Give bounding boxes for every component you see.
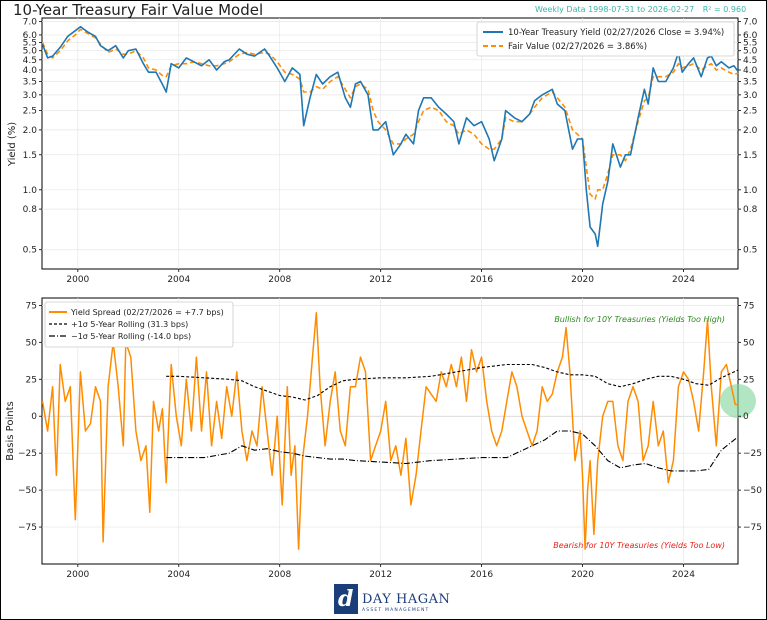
current-spread-highlight	[720, 384, 756, 418]
chart-canvas: 0.5 0.5 0.8 0.8 1.0 1.0 1.5 1.5 2.0 2.0 2.5 2.5 3.0 3…	[5, 17, 762, 580]
r-squared-label: R² = 0.960	[702, 5, 747, 14]
spread-right-tick-label: 50	[743, 338, 755, 348]
yield-panel: 0.5 0.5 0.8 0.8 1.0 1.0 1.5 1.5 2.0 2.0 2.5 2.5 3.0 3…	[7, 17, 758, 285]
spread-legend-label-upper: +1σ 5-Year Rolling (31.3 bps)	[71, 320, 188, 329]
spread-legend: Yield Spread (02/27/2026 = +7.7 bps) +1σ…	[44, 301, 234, 348]
yield-x-tick-label: 2008	[268, 275, 291, 285]
bearish-annotation: Bearish for 10Y Treasuries (Yields Too L…	[553, 541, 725, 550]
spread-left-tick-label: −50	[18, 486, 37, 496]
yield-right-tick-label: 4.5	[743, 56, 757, 66]
yield-left-tick-label: 2.0	[23, 126, 38, 136]
yield-legend-box	[476, 21, 735, 57]
yield-panel-y-ticks: 0.5 0.5 0.8 0.8 1.0 1.0 1.5 1.5 2.0 2.0 2.5 2.5 3.0 3…	[23, 18, 758, 256]
spread-legend-box	[44, 301, 234, 348]
logo-company-name: DAY HAGAN	[362, 592, 451, 607]
spread-left-tick-label: 50	[26, 338, 38, 348]
spread-right-tick-label: 75	[743, 301, 754, 311]
yield-left-tick-label: 4.5	[23, 56, 37, 66]
spread-right-tick-label: 25	[743, 375, 754, 385]
yield-left-tick-label: 2.5	[23, 107, 37, 117]
spread-axis-label: Basis Points	[5, 401, 16, 460]
spread-legend-label-lower: −1σ 5-Year Rolling (-14.0 bps)	[71, 332, 191, 341]
spread-panel-series	[41, 312, 739, 550]
spread-x-tick-label: 2004	[167, 570, 190, 580]
spread-x-tick-label: 2016	[470, 570, 493, 580]
yield-right-tick-label: 1.5	[743, 151, 757, 161]
spread-right-tick-label: −50	[743, 486, 762, 496]
yield-right-tick-label: 7.0	[743, 18, 758, 28]
yield-right-tick-label: 0.5	[743, 246, 757, 256]
spread-legend-label-spread: Yield Spread (02/27/2026 = +7.7 bps)	[70, 308, 224, 317]
yield-right-tick-label: 0.8	[743, 205, 758, 215]
yield-right-tick-label: 5.0	[743, 47, 758, 57]
yield-left-tick-label: 5.0	[23, 47, 38, 57]
yield-left-tick-label: 1.0	[23, 186, 38, 196]
yield-left-tick-label: 3.0	[23, 91, 38, 101]
yield-right-tick-label: 2.0	[743, 126, 758, 136]
yield-right-tick-label: 3.5	[743, 78, 757, 88]
lower-sigma-line	[166, 430, 739, 472]
spread-x-tick-label: 2000	[66, 570, 89, 580]
yield-x-tick-label: 2000	[66, 275, 89, 285]
yield-x-tick-label: 2016	[470, 275, 493, 285]
spread-right-tick-label: 0	[743, 412, 749, 422]
yield-left-tick-label: 7.0	[23, 18, 38, 28]
spread-right-tick-label: −25	[743, 449, 762, 459]
yield-left-tick-label: 0.5	[23, 246, 37, 256]
spread-panel-y-ticks: 75 75 50 50 25 25 0 0 −25 −25 −50 −50 −75 −75	[18, 301, 762, 533]
spread-x-tick-label: 2020	[571, 570, 594, 580]
yield-left-tick-label: 4.0	[23, 66, 38, 76]
yield-x-tick-label: 2020	[571, 275, 594, 285]
yield-legend-label-fair: Fair Value (02/27/2026 = 3.86%)	[508, 42, 647, 52]
spread-right-tick-label: −75	[743, 523, 762, 533]
spread-left-tick-label: 0	[31, 412, 37, 422]
yield-right-tick-label: 5.5	[743, 38, 757, 48]
logo-mark: d	[334, 584, 358, 614]
spread-x-tick-label: 2024	[672, 570, 695, 580]
yield-legend-label-actual: 10-Year Treasury Yield (02/27/2026 Close…	[508, 28, 724, 38]
yield-right-tick-label: 2.5	[743, 107, 757, 117]
yield-left-tick-label: 3.5	[23, 78, 37, 88]
spread-left-tick-label: 75	[26, 301, 37, 311]
yield-left-tick-label: 0.8	[23, 205, 38, 215]
yield-right-tick-label: 4.0	[743, 66, 758, 76]
yield-x-tick-label: 2012	[369, 275, 392, 285]
yield-panel-series	[41, 25, 739, 248]
chart-title: 10-Year Treasury Fair Value Model	[13, 1, 264, 19]
yield-right-tick-label: 3.0	[743, 91, 758, 101]
yield-spread-line	[41, 312, 739, 550]
yield-left-tick-label: 1.5	[23, 151, 37, 161]
yield-x-tick-label: 2024	[672, 275, 695, 285]
yield-x-tick-label: 2004	[167, 275, 190, 285]
upper-sigma-line	[166, 363, 739, 401]
spread-x-tick-label: 2012	[369, 570, 392, 580]
spread-left-tick-label: −75	[18, 523, 37, 533]
logo-company-subtitle: ASSET MANAGEMENT	[362, 608, 430, 613]
chart-subtitle: Weekly Data 1998-07-31 to 2026-02-27 R² …	[535, 5, 752, 14]
yield-legend: 10-Year Treasury Yield (02/27/2026 Close…	[476, 21, 735, 57]
spread-left-tick-label: 25	[26, 375, 37, 385]
date-range-label: Weekly Data 1998-07-31 to 2026-02-27	[535, 5, 695, 14]
yield-panel-x-ticks: 2000 2004 2008 2012 2016 2020 2024	[66, 269, 695, 285]
bullish-annotation: Bullish for 10Y Treasuries (Yields Too H…	[554, 315, 725, 324]
spread-left-tick-label: −25	[18, 449, 37, 459]
spread-x-tick-label: 2008	[268, 570, 291, 580]
spread-panel-x-ticks: 2000 2004 2008 2012 2016 2020 2024	[66, 564, 695, 580]
yield-right-tick-label: 6.0	[743, 31, 758, 41]
yield-left-tick-label: 6.0	[23, 31, 38, 41]
yield-axis-label: Yield (%)	[7, 122, 18, 167]
day-hagan-logo: d DAY HAGAN ASSET MANAGEMENT	[334, 583, 450, 617]
yield-right-tick-label: 1.0	[743, 186, 758, 196]
treasury-yield-line	[41, 25, 739, 248]
yield-left-tick-label: 5.5	[23, 38, 37, 48]
